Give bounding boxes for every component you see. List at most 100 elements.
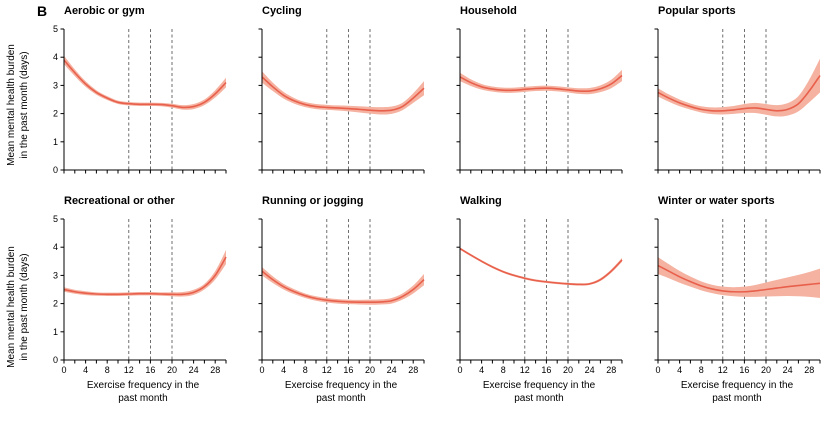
panel-household: Household [432,2,630,192]
x-tick-label: 8 [105,365,110,375]
x-tick-label: 8 [501,365,506,375]
y-tick-label: 1 [53,327,58,337]
x-tick-label: 20 [365,365,375,375]
x-tick-label: 4 [281,365,286,375]
x-tick-label: 28 [408,365,418,375]
y-axis-label-row1: Mean mental health burden in the past mo… [0,2,36,192]
x-tick-label: 0 [655,365,660,375]
x-axis-label-line1: Exercise frequency in the [680,380,794,391]
panel-cycling: Cycling [234,2,432,192]
figure-row-1: Mean mental health burden in the past mo… [0,2,828,192]
y-tick-label: 5 [53,24,58,34]
plot-area: 0 4 8 12 16 20 24 28 [234,212,430,382]
panel-recreational-or-other: Recreational or other 0 1 2 3 4 5 0 4 8 12 16 20 24 2… [36,192,234,405]
plot-svg: 0 4 8 12 16 20 24 28 [654,218,821,375]
x-tick-label: 16 [145,365,155,375]
confidence-band [64,55,226,110]
panel-grid: Mean mental health burden in the past mo… [0,2,828,405]
y-tick-label: 0 [53,165,58,175]
panel-title: Winter or water sports [658,195,775,207]
x-axis-label: Exercise frequency in the past month [454,380,624,405]
x-tick-label: 24 [585,365,595,375]
x-tick-label: 20 [761,365,771,375]
plot-area: 0 4 8 12 16 20 24 28 [630,212,826,382]
x-tick-label: 12 [718,365,728,375]
mean-line [63,256,227,296]
x-tick-label: 0 [259,365,264,375]
panel-title: Recreational or other [64,195,175,207]
panel-walking: Walking 0 4 8 12 16 20 24 28 Exercise frequency… [432,192,630,405]
x-tick-label: 4 [677,365,682,375]
mean-line [261,76,425,112]
mean-line [657,75,821,112]
figure-label: B [37,3,48,19]
mean-line [63,59,227,109]
plot-area: 0 1 2 3 4 5 [36,22,232,192]
confidence-band [460,69,622,95]
x-axis-label-line2: past month [712,392,762,404]
x-axis-label-line2: past month [118,392,168,404]
y-axis-label-row2: Mean mental health burden in the past mo… [0,192,36,405]
y-axis-label-text: Mean mental health burden in the past mo… [6,43,30,166]
x-tick-label: 4 [83,365,88,375]
confidence-band [64,250,226,297]
x-tick-label: 28 [804,365,814,375]
panel-winter-or-water-sports: Winter or water sports 0 4 8 12 16 20 24 28 Exe… [630,192,828,405]
x-tick-label: 12 [520,365,530,375]
y-axis-label-text: Mean mental health burden in the past mo… [6,246,30,368]
x-axis-label: Exercise frequency in the past month [652,380,822,405]
y-tick-label: 2 [53,299,58,309]
confidence-band [460,247,622,286]
mean-line [261,270,425,304]
plot-svg: 0 1 2 3 4 5 [53,24,227,175]
plot-svg: 0 4 8 12 16 20 24 28 [258,218,425,375]
y-tick-label: 3 [53,270,58,280]
x-tick-label: 24 [387,365,397,375]
panel-title: Aerobic or gym [64,5,145,17]
plot-area: 0 4 8 12 16 20 24 28 [432,212,628,382]
x-tick-label: 12 [322,365,332,375]
x-axis-label: Exercise frequency in the past month [58,380,228,405]
y-tick-label: 4 [53,52,58,62]
panel-aerobic-or-gym: Aerobic or gym 0 1 2 3 4 5 [36,2,234,192]
plot-area [630,22,826,192]
x-tick-label: 24 [189,365,199,375]
x-tick-label: 16 [343,365,353,375]
plot-svg [654,28,821,174]
x-axis-label: Exercise frequency in the past month [256,380,426,405]
plot-area: 0 1 2 3 4 5 0 4 8 12 16 20 24 28 [36,212,232,382]
x-tick-label: 0 [457,365,462,375]
x-tick-label: 12 [124,365,134,375]
x-tick-label: 16 [739,365,749,375]
plot-svg [456,28,623,174]
plot-svg: 0 4 8 12 16 20 24 28 [456,218,623,375]
plot-area [234,22,430,192]
plot-svg [258,28,425,174]
x-tick-label: 16 [541,365,551,375]
panel-title: Cycling [262,5,302,17]
y-tick-label: 2 [53,109,58,119]
y-tick-label: 3 [53,80,58,90]
x-tick-label: 24 [783,365,793,375]
panel-title: Walking [460,195,502,207]
x-tick-label: 8 [699,365,704,375]
x-tick-label: 28 [606,365,616,375]
x-axis-label-line1: Exercise frequency in the [482,380,596,391]
x-tick-label: 20 [563,365,573,375]
mean-line [459,247,623,286]
x-axis-label-line1: Exercise frequency in the [86,380,200,391]
x-axis-label-line1: Exercise frequency in the [284,380,398,391]
panel-running-or-jogging: Running or jogging 0 4 8 12 16 20 24 28 Exercis… [234,192,432,405]
confidence-band [658,58,820,117]
plot-area [432,22,628,192]
mean-line [657,264,821,293]
x-tick-label: 0 [61,365,66,375]
y-tick-label: 0 [53,355,58,365]
x-axis-label-line2: past month [514,392,564,404]
confidence-band [262,266,424,305]
x-tick-label: 28 [210,365,220,375]
x-axis-label-line2: past month [316,392,366,404]
panel-title: Household [460,5,517,17]
